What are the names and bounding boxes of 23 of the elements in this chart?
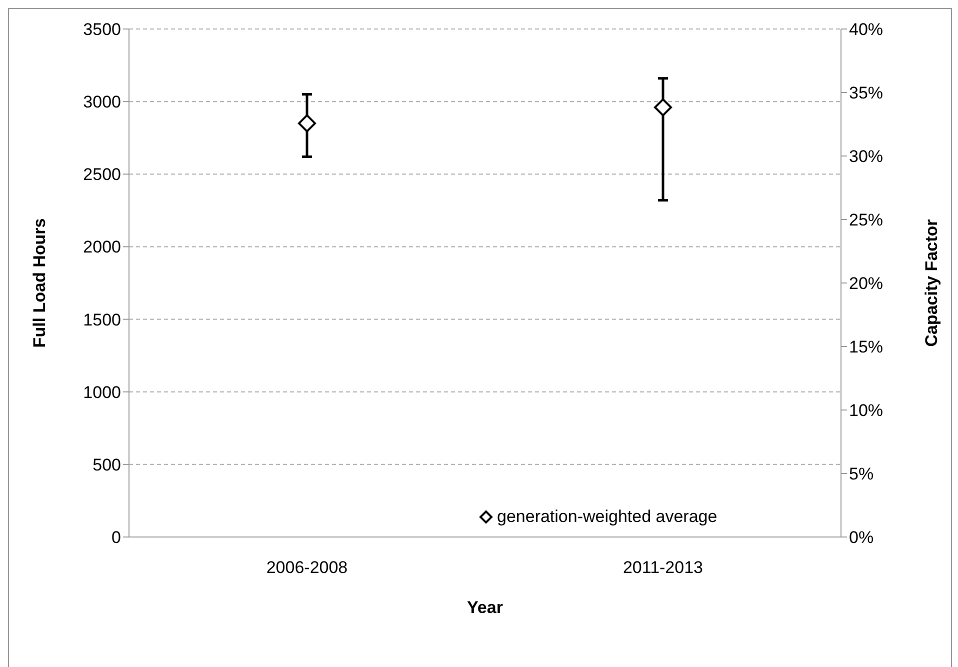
y2-axis-title: Capacity Factor [922, 218, 942, 347]
legend-label: generation-weighted average [497, 507, 718, 527]
y2-tick-label: 10% [849, 401, 884, 420]
y-tick-label: 3500 [83, 20, 121, 40]
x-tick-label: 2006-2008 [266, 558, 348, 578]
y2-tick-label: 5% [849, 464, 874, 484]
x-axis-title: Year [467, 598, 504, 617]
y2-tick-label: 35% [849, 84, 884, 103]
y-tick-label: 1000 [83, 382, 121, 402]
y-tick-label: 500 [92, 455, 121, 474]
y-tick-label: 1500 [83, 310, 121, 330]
x-tick-label: 2011-2013 [622, 558, 704, 578]
y-tick-label: 2000 [83, 238, 121, 257]
y-tick-label: 3000 [83, 92, 121, 112]
y2-tick-label: 30% [849, 147, 884, 166]
y2-tick-label: 25% [849, 210, 884, 230]
y-tick-label: 0 [112, 528, 121, 548]
y2-tick-label: 0% [849, 528, 874, 548]
y-tick-label: 2500 [83, 165, 121, 184]
y2-tick-label: 15% [849, 338, 884, 357]
y-axis-title: Full Load Hours [30, 218, 50, 348]
y2-tick-label: 20% [849, 274, 884, 294]
y2-tick-label: 40% [849, 20, 884, 40]
